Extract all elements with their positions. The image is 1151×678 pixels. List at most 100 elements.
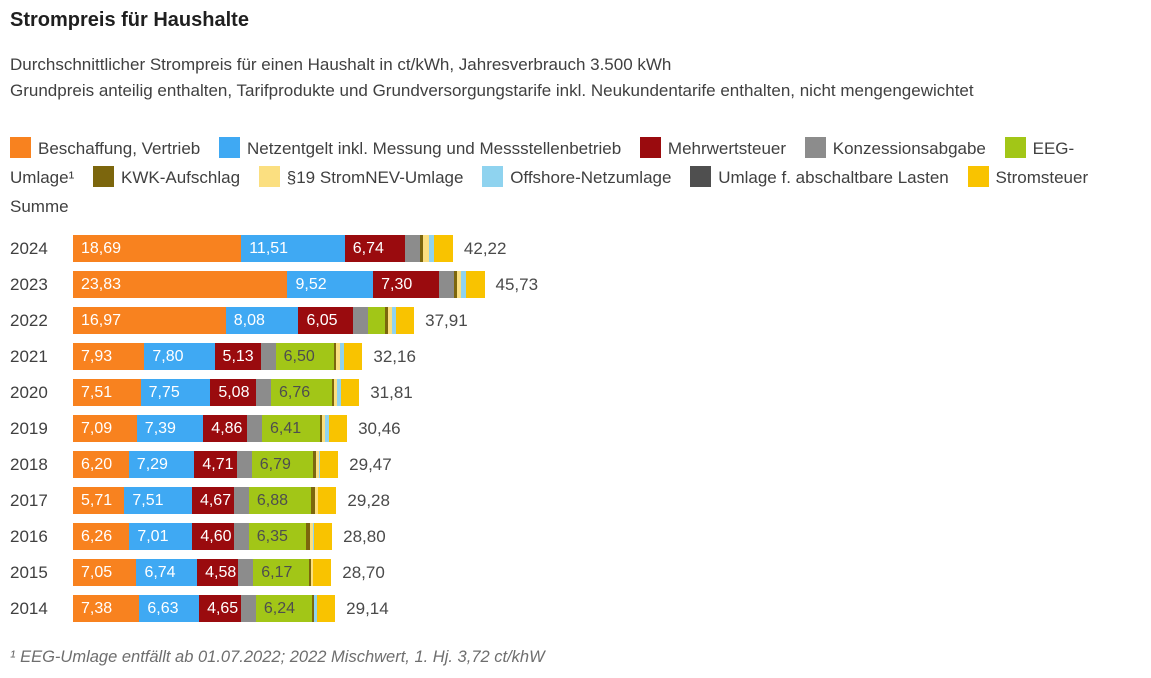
bar-segment: [319, 415, 323, 442]
bar-segment: [247, 415, 262, 442]
legend-item: KWK-Aufschlag: [92, 166, 241, 187]
bar-segment-value: 6,24: [263, 599, 295, 617]
legend-label: Mehrwertsteuer: [667, 139, 787, 158]
bar-segment: 6,88: [248, 487, 311, 514]
bar-row: 2024 18,69 11,51 6,74 42,22: [10, 235, 1141, 262]
bar-segment: 7,93: [73, 343, 145, 370]
stacked-bar: 18,69 11,51 6,74: [73, 235, 453, 262]
total-label: 28,70: [342, 562, 385, 582]
page-title: Strompreis für Haushalte: [10, 9, 249, 31]
legend-item: Mehrwertsteuer: [639, 137, 787, 158]
bar-segment: [312, 451, 316, 478]
legend-swatch-icon: [482, 166, 504, 187]
year-label: 2022: [10, 310, 48, 330]
bar-segment-value: 8,08: [233, 311, 265, 329]
bar-segment: 23,83: [73, 271, 288, 298]
bar-segment: [457, 271, 461, 298]
bar-segment: [336, 379, 341, 406]
bar-segment: 7,51: [73, 379, 141, 406]
year-label: 2024: [10, 238, 48, 258]
year-label: 2023: [10, 274, 48, 294]
year-label: 2021: [10, 346, 48, 366]
legend-item: Netzentgelt inkl. Messung und Messstelle…: [218, 137, 622, 158]
legend-item: Summe: [10, 168, 1135, 216]
bar-segment-value: 16,97: [81, 311, 122, 329]
legend-item: Offshore-Netzumlage: [482, 166, 672, 187]
legend-label: KWK-Aufschlag: [120, 168, 241, 187]
bar-segment: [233, 523, 249, 550]
bar-row: 2022 16,97 8,08 6,05 37,91: [10, 307, 1141, 334]
bar-segment-value: 6,74: [144, 563, 176, 581]
bar-segment-value: 7,51: [81, 383, 113, 401]
bar-segment: 7,75: [140, 379, 211, 406]
bar-row: 2021 7,93 7,80 5,13 6,50 32,16: [10, 343, 1141, 370]
bar-segment-value: 6,88: [256, 491, 289, 509]
bar-segment: [422, 235, 429, 262]
bar-segment-value: 4,86: [211, 419, 243, 437]
bar-segment-value: 7,09: [81, 419, 113, 437]
legend-item: Umlage f. abschaltbare Lasten: [690, 166, 949, 187]
legend-swatch-icon: [690, 166, 712, 187]
bar-row: 2016 6,26 7,01 4,60 6,35 28,80: [10, 523, 1141, 550]
bar-segment: [324, 415, 329, 442]
bar-row: 2019 7,09 7,39 4,86 6,41 30,46: [10, 415, 1141, 442]
legend-swatch-icon: [10, 137, 31, 158]
bar-segment-value: 4,71: [202, 455, 234, 473]
bar-row: 2023 23,83 9,52 7,30 45,73: [10, 271, 1141, 298]
legend-swatch-icon: [804, 137, 826, 158]
legend: Beschaffung, Vertrieb Netzentgelt inkl. …: [10, 134, 1141, 221]
bar-row: 2015 7,05 6,74 4,58 6,17 28,70: [10, 559, 1141, 586]
bar-segment: [328, 415, 348, 442]
bar-segment-value: 4,65: [207, 599, 239, 617]
bar-segment: 7,09: [73, 415, 137, 442]
bar-row: 2017 5,71 7,51 4,67 6,88 29,28: [10, 487, 1141, 514]
bar-segment-value: 7,38: [81, 599, 113, 617]
bar-segment: 6,17: [253, 559, 309, 586]
bar-segment: [434, 235, 453, 262]
legend-label: Summe: [10, 197, 69, 216]
legend-label: Netzentgelt inkl. Messung und Messstelle…: [246, 139, 622, 158]
bar-segment: [331, 379, 334, 406]
bar-row: 2018 6,20 7,29 4,71 6,79 29,47: [10, 451, 1141, 478]
bar-segment-value: 7,75: [148, 383, 180, 401]
total-label: 28,80: [343, 526, 386, 546]
bar-segment: [233, 487, 249, 514]
bar-segment: [317, 487, 337, 514]
stacked-bar: 7,05 6,74 4,58 6,17: [73, 559, 332, 586]
bar-segment-value: 23,83: [81, 275, 122, 293]
legend-label: Stromsteuer: [995, 168, 1089, 187]
bar-segment-value: 6,26: [81, 527, 113, 545]
bar-segment: [319, 451, 339, 478]
legend-label: Konzessionsabgabe: [832, 139, 986, 158]
stacked-bar: 7,51 7,75 5,08 6,76: [73, 379, 360, 406]
bar-segment: 4,58: [197, 559, 239, 586]
bar-segment-value: 7,51: [132, 491, 164, 509]
stacked-bar: 6,26 7,01 4,60 6,35: [73, 523, 333, 550]
bar-segment: [240, 595, 256, 622]
year-label: 2014: [10, 598, 48, 618]
bar-segment: 4,60: [192, 523, 234, 550]
bar-segment-value: 7,80: [152, 347, 184, 365]
bar-segment: 5,13: [214, 343, 261, 370]
legend-item: §19 StromNEV-Umlage: [258, 166, 463, 187]
bar-segment: [367, 307, 385, 334]
legend-swatch-icon: [258, 166, 280, 187]
bar-segment: [395, 307, 415, 334]
bar-segment: [238, 559, 254, 586]
bar-segment: [314, 595, 317, 622]
total-label: 31,81: [370, 382, 413, 402]
bar-segment-value: 5,71: [81, 491, 113, 509]
legend-swatch-icon: [639, 137, 661, 158]
bar-segment: [453, 271, 457, 298]
legend-item: EEG-Umlage¹: [10, 137, 1074, 187]
bar-segment: [316, 595, 336, 622]
bar-segment: [466, 271, 485, 298]
legend-swatch-icon: [967, 166, 989, 187]
total-label: 45,73: [495, 274, 539, 294]
total-label: 29,14: [346, 598, 389, 618]
bar-segment: [305, 523, 310, 550]
bar-segment: [387, 307, 392, 334]
legend-label: Offshore-Netzumlage: [510, 168, 672, 187]
bar-segment: 5,08: [210, 379, 257, 406]
